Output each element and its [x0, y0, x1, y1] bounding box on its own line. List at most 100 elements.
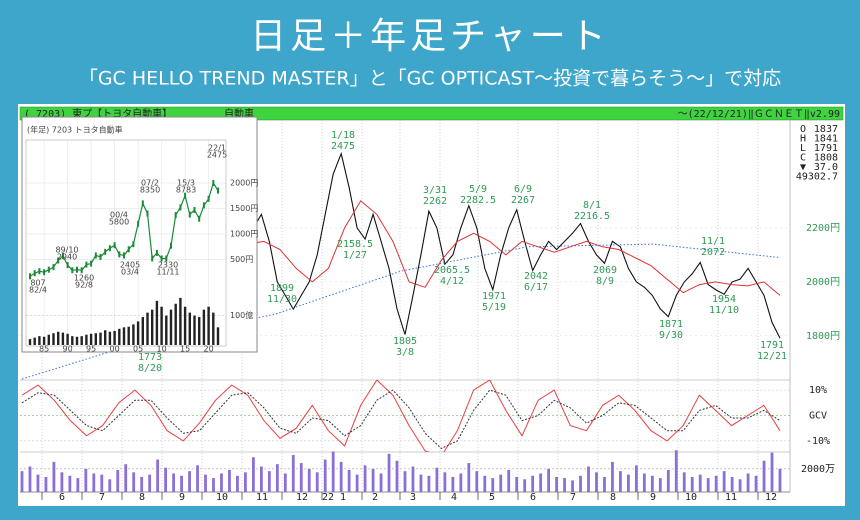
volume-bar [355, 474, 359, 492]
volume-bar [395, 460, 399, 492]
annotation-date: 12/21 [757, 351, 787, 362]
volume-bar [379, 473, 383, 492]
volume-bar [714, 475, 718, 492]
volume-bar [92, 473, 96, 492]
y-tick-label: 100億 [230, 310, 253, 320]
inset-annotation-price: 807 [30, 279, 45, 288]
annotation-date: 8/1 [583, 200, 601, 211]
inset-candle [137, 220, 140, 227]
inset-candle [207, 195, 210, 202]
volume-bar [283, 473, 287, 492]
inset-candle [202, 202, 205, 209]
inset-volume-bar [38, 336, 41, 345]
inset-volume-bar [160, 306, 163, 345]
x-tick-label: 20 [204, 345, 214, 354]
volume-bar [738, 479, 742, 492]
inset-candle [174, 212, 177, 219]
volume-bar [267, 471, 271, 492]
inset-annotation-price: 5800 [109, 218, 129, 227]
inset-candle [66, 262, 69, 269]
volume-bar [275, 464, 279, 492]
inset-volume-bar [28, 339, 32, 345]
volume-bar [690, 476, 694, 492]
volume-bar [507, 470, 511, 492]
inset-volume-bar [66, 333, 69, 345]
inset-volume-bar [42, 336, 46, 345]
inset-annotation-date: 15/3 [177, 179, 195, 188]
annotation-price: 1954 [712, 294, 736, 305]
inset-volume-bar [94, 333, 97, 345]
inset-volume-bar [52, 333, 55, 345]
inset-layer: (年足) 7203 トヨタ自動車 500円 1000円 1500円 2000円 85 90 9… [21, 116, 258, 354]
volume-bar [571, 480, 574, 492]
volume-bar [68, 475, 72, 492]
volume-bar [76, 478, 80, 492]
volume-bar [658, 478, 662, 492]
volume-bar [491, 478, 495, 492]
y-tick-label: 500円 [230, 255, 253, 264]
quote-value: 1841 [814, 134, 838, 145]
volume-bar [140, 476, 144, 492]
y-tick-label: -10% [806, 436, 830, 447]
volume-bar [435, 467, 439, 492]
quote-value: 49302.7 [796, 172, 838, 183]
quote-value: 1808 [814, 153, 838, 164]
annotation-date: 1/18 [331, 130, 355, 141]
inset-volume-bar [188, 312, 191, 345]
volume-bar [531, 475, 535, 492]
inset-annotation-date: 82/4 [29, 286, 47, 295]
volume-bar [100, 474, 104, 492]
inset-candle [113, 242, 116, 249]
volume-bar [650, 475, 654, 492]
annotation-date: 3/31 [423, 185, 447, 196]
volume-bar [196, 465, 199, 492]
volume-bar [52, 461, 56, 492]
volume-bar [132, 472, 136, 492]
volume-bar [595, 472, 598, 492]
inset-candle [99, 253, 102, 260]
inset-candle [94, 252, 97, 259]
inset-candle [90, 260, 93, 267]
volume-bar [84, 468, 88, 492]
x-tick-label: 5 [489, 492, 495, 503]
inset-volume-bar [127, 326, 130, 345]
inset-candle [155, 249, 158, 256]
volume-bar [619, 471, 622, 492]
quote-label: O [800, 124, 806, 135]
inset-volume-bar [146, 312, 149, 345]
volume-bar [116, 470, 120, 492]
inset-annotation-price: 2405 [120, 261, 140, 270]
volume-bar [467, 463, 471, 492]
volume-bar [44, 476, 48, 492]
y-tick-label: 2200円 [806, 223, 840, 234]
inset-candle [118, 251, 121, 258]
volume-bar [315, 472, 319, 492]
x-tick-label: 90 [63, 345, 73, 354]
volume-bar [28, 466, 32, 492]
volume-bar [339, 461, 343, 492]
annotation-price: 2475 [331, 141, 355, 152]
inset-volume-bar [212, 312, 215, 345]
inset-volume-bar [155, 300, 159, 345]
x-tick-label: 22 [322, 492, 334, 503]
inset-volume-bar [179, 297, 182, 345]
annotation-price: 2069 [593, 265, 617, 276]
x-tick-label: 2 [372, 492, 378, 503]
inset-volume-bar [80, 336, 83, 345]
inset-annotation-date: 22/1 [208, 144, 226, 153]
x-tick-label: 00 [110, 345, 120, 354]
quote-label: L [800, 143, 806, 154]
volume-bar [172, 473, 175, 492]
annotation-price: 2267 [511, 195, 535, 206]
y-tick-label: 2000円 [806, 277, 840, 288]
inset-candle [108, 245, 111, 252]
y-tick-label: 1500円 [230, 204, 258, 213]
annotation-date: 11/30 [267, 294, 297, 305]
annotation-price: 1805 [393, 336, 417, 347]
volume-bar [666, 470, 670, 492]
volume-bar [228, 470, 231, 492]
volume-bar [698, 474, 702, 492]
page-subtitle: 「GC HELLO TREND MASTER」と「GC OPTICAST～投資で… [79, 68, 781, 90]
y-tick-label: 2000円 [230, 178, 258, 187]
